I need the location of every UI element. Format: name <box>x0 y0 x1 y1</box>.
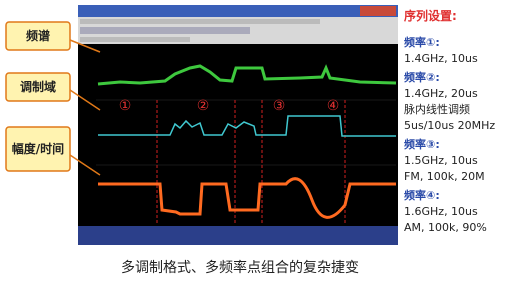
panel-line: FM, 100k, 20M <box>404 170 485 183</box>
panel-line: 脉内线性调频 <box>404 102 470 116</box>
segment-marker: ③ <box>273 98 286 114</box>
segment-marker: ④ <box>327 98 340 114</box>
side-label: 幅度/时间 <box>12 141 64 156</box>
panel-heading: 频率②: <box>404 70 440 84</box>
panel-heading: 频率①: <box>404 35 440 49</box>
panel-line: 1.4GHz, 10us <box>404 52 478 65</box>
panel-title: 序列设置: <box>404 8 457 23</box>
panel-line: 1.6GHz, 10us <box>404 205 478 218</box>
panel-line: 1.5GHz, 10us <box>404 154 478 167</box>
figure: 频谱调制域幅度/时间 ① ② ③ ④ 序列设置: 频率①: 1.4GHz, 10us 频率②: 1… <box>0 0 526 292</box>
panel-line: AM, 100k, 90% <box>404 221 487 234</box>
segment-marker: ① <box>119 98 132 114</box>
side-label: 频谱 <box>26 28 50 43</box>
screenshot <box>78 5 398 245</box>
caption: 多调制格式、多频率点组合的复杂捷变 <box>121 259 359 276</box>
segment-marker: ② <box>197 98 210 114</box>
panel-line: 5us/10us 20MHz <box>404 119 495 132</box>
panel-heading: 频率③: <box>404 137 440 151</box>
panel-line: 1.4GHz, 20us <box>404 87 478 100</box>
panel-heading: 频率④: <box>404 188 440 202</box>
side-label: 调制域 <box>20 79 56 94</box>
